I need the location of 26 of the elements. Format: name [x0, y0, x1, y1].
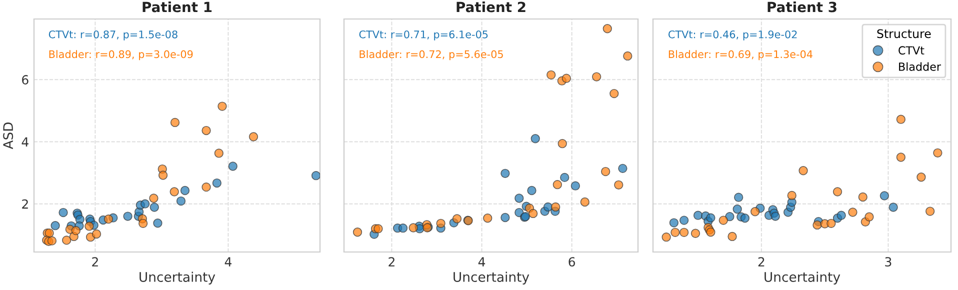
annotation: Bladder: r=0.69, p=1.3e-04: [668, 50, 812, 60]
annotation: Bladder: r=0.72, p=5.6e-05: [360, 50, 503, 60]
x-tick-label: 2: [388, 257, 394, 266]
y-axis-title: ASD: [3, 122, 14, 150]
x-tick-label: 4: [478, 257, 486, 266]
legend-title: Structure: [877, 29, 931, 38]
legend-label: CTVt: [898, 46, 924, 55]
chart-title: Patient 2: [456, 2, 526, 12]
annotation: CTVt: r=0.71, p=6.1e-05: [359, 30, 488, 40]
y-tick-label: 4: [22, 137, 28, 146]
annotation: Bladder: r=0.89, p=3.0e-09: [49, 50, 193, 60]
x-tick-label: 2: [92, 257, 98, 266]
annotation: CTVt: r=0.46, p=1.9e-02: [668, 30, 797, 40]
x-tick-label: 4: [224, 257, 232, 266]
x-tick-label: 3: [885, 257, 892, 267]
x-axis-title: Uncertainty: [764, 272, 840, 285]
annotation: CTVt: r=0.87, p=1.5e-08: [48, 30, 178, 40]
chart-title: Patient 1: [142, 2, 212, 12]
legend-label: Bladder: [899, 62, 941, 71]
x-axis-title: Uncertainty: [140, 272, 216, 285]
x-tick-label: 6: [568, 257, 576, 267]
x-tick-label: 2: [758, 257, 764, 266]
y-tick-label: 6: [22, 75, 28, 85]
y-tick-label: 2: [22, 199, 28, 209]
chart-title: Patient 3: [768, 2, 836, 12]
x-axis-title: Uncertainty: [454, 272, 530, 285]
